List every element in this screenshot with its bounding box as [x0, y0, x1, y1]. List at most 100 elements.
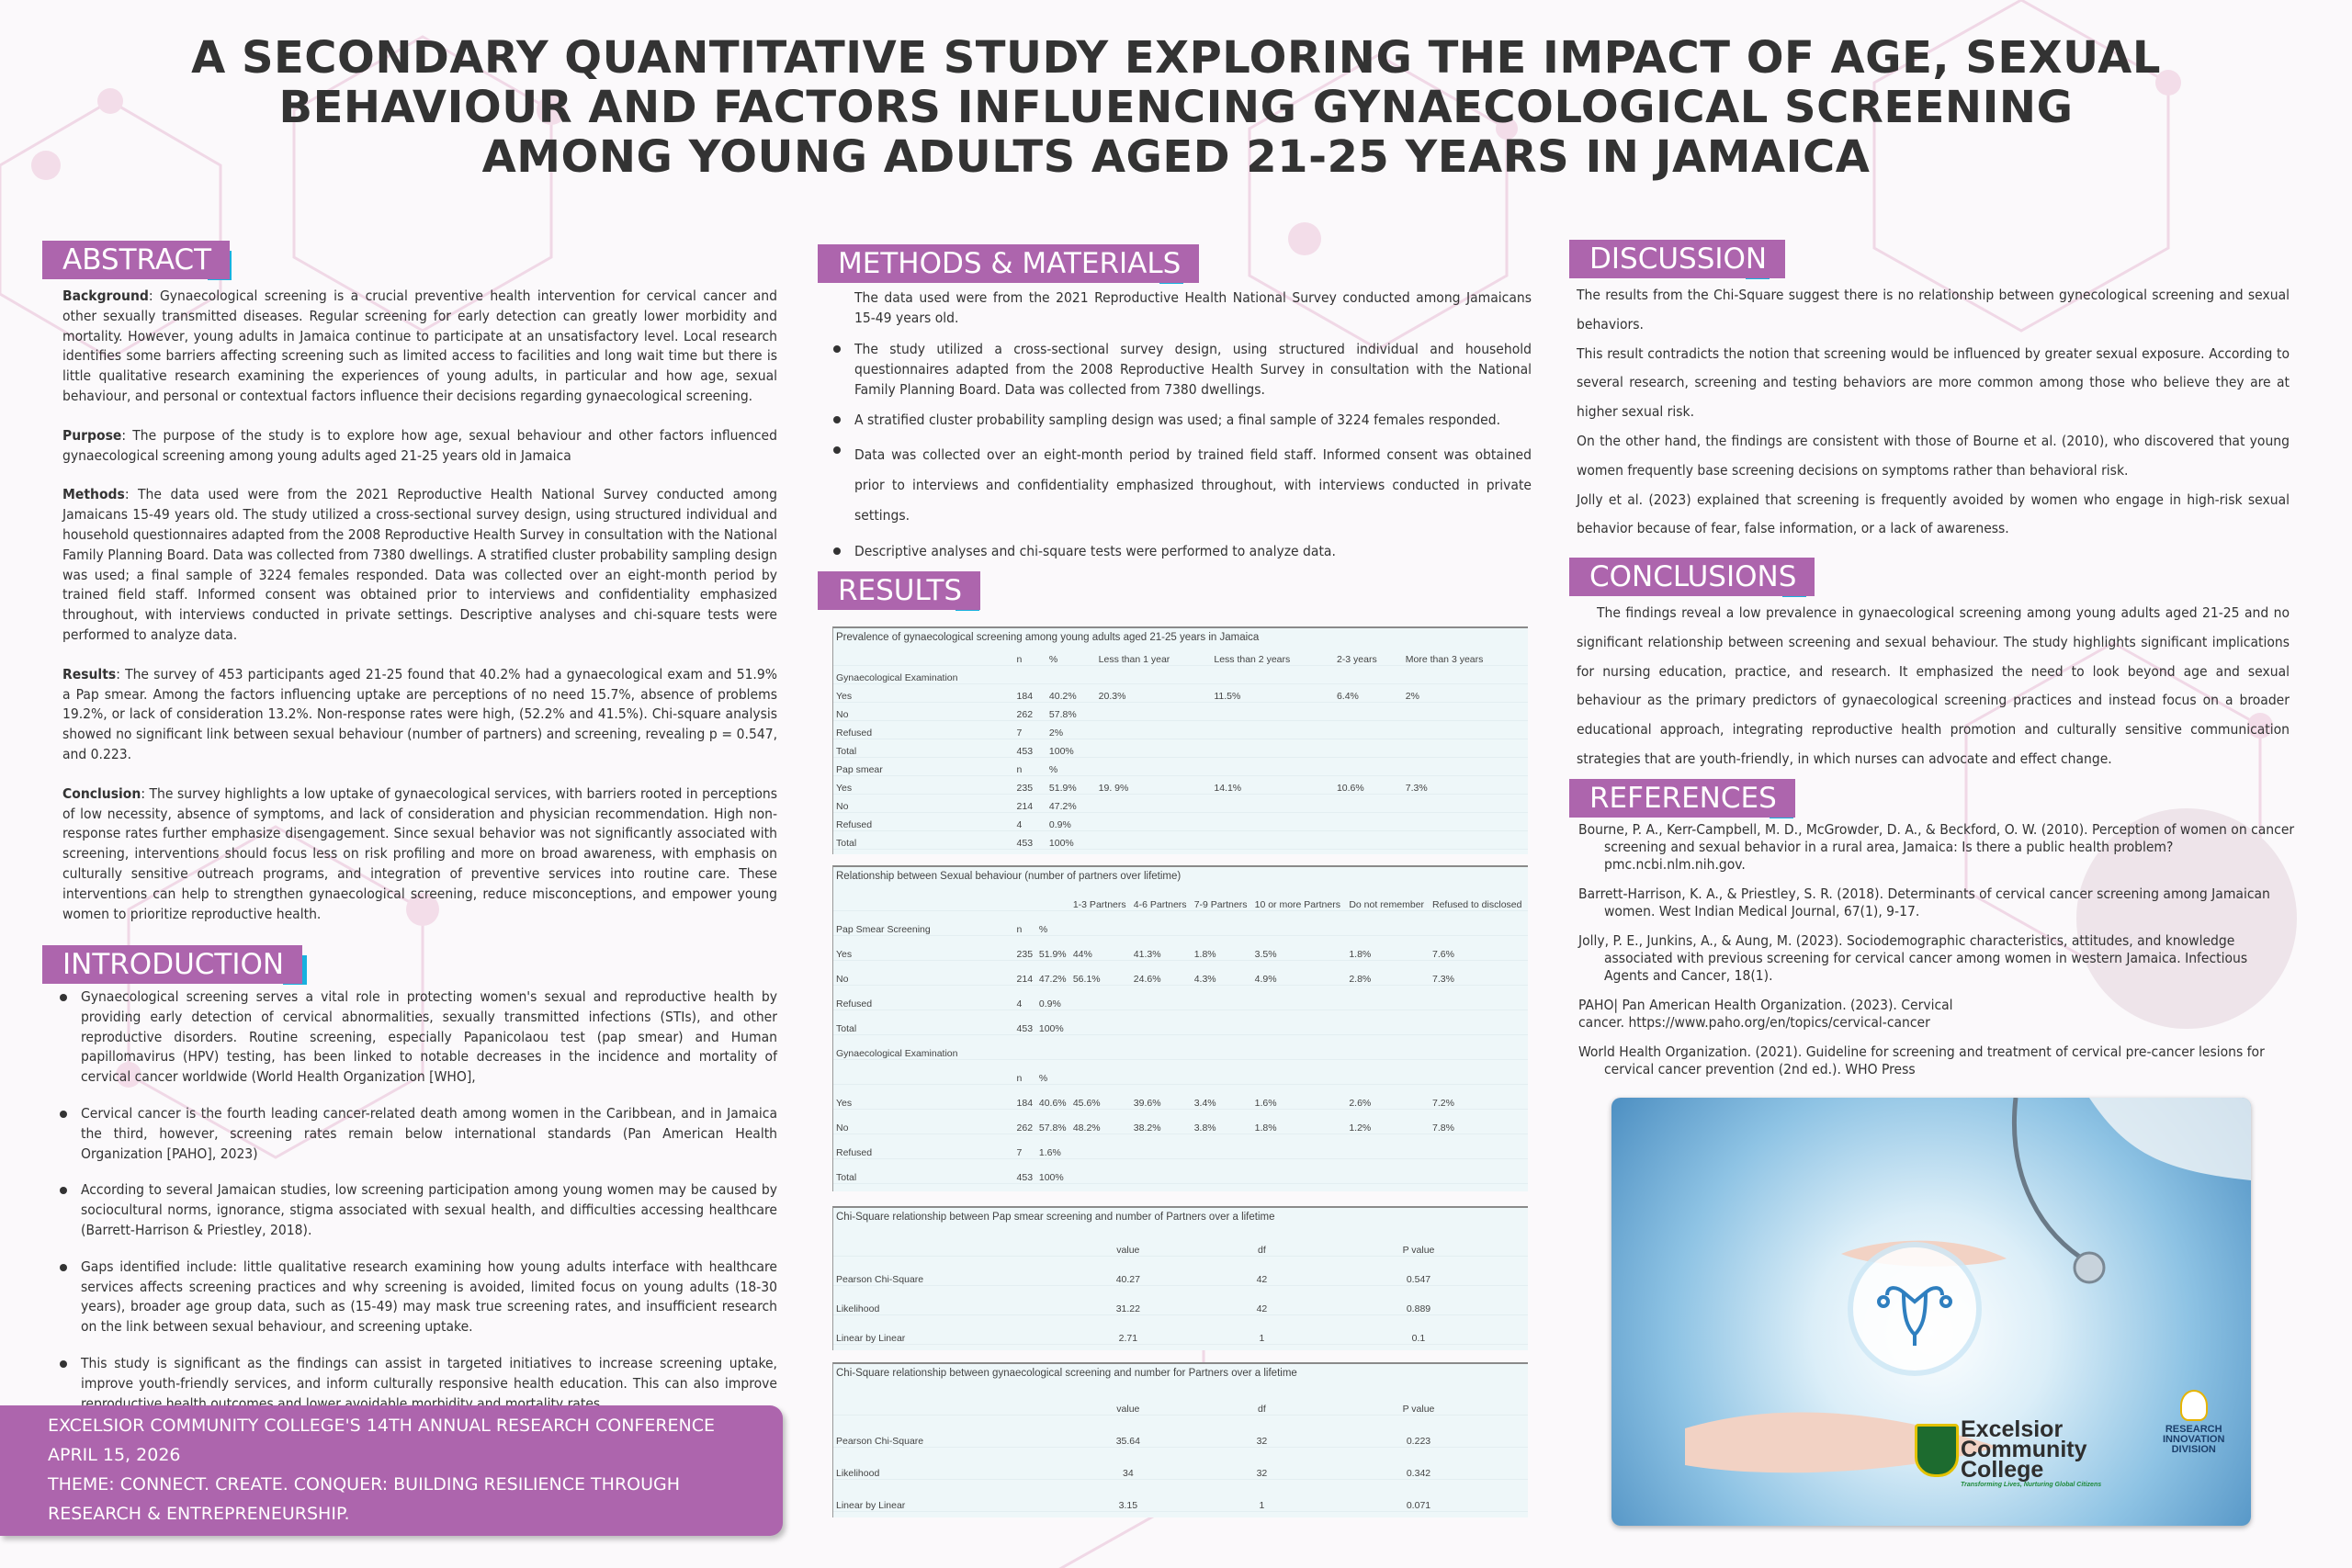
table-cell: 47.2% [1046, 794, 1096, 813]
table-cell: 0.342 [1308, 1447, 1528, 1480]
heading-label: ABSTRACT [42, 241, 231, 279]
poster-illustration: Excelsior Community College Transforming… [1611, 1098, 2251, 1526]
abstract-conclusion: Conclusion: The survey highlights a low … [62, 784, 777, 925]
table-row: Refused 4 0.9% [833, 985, 1528, 1010]
reference-item: PAHO| Pan American Health Organization. … [1578, 997, 1953, 1031]
table-row: Gynaecological Examination [833, 1034, 1528, 1060]
table-cell: 100% [1035, 1010, 1070, 1035]
table-row: Refused 4 0.9% [833, 812, 1528, 831]
paragraph-label: Purpose [62, 426, 122, 444]
table-row: Linear by Linear 3.15 1 0.071 [833, 1479, 1528, 1512]
table-cell [1429, 1158, 1528, 1184]
table-cell [1251, 1010, 1347, 1035]
table-cell: 7.3% [1429, 960, 1528, 986]
table-cell: 184 [1013, 683, 1046, 703]
conference-banner: EXCELSIOR COMMUNITY COLLEGE'S 14TH ANNUA… [0, 1405, 783, 1536]
table-row: Likelihood 31.22 42 0.889 [833, 1285, 1528, 1315]
table-row: Total 453 100% [833, 830, 1528, 850]
table-cell: 19. 9% [1095, 775, 1212, 795]
table-cell [1191, 1034, 1252, 1060]
table-cell [1333, 830, 1403, 850]
table-cell: 0.1 [1308, 1314, 1528, 1345]
column-header: Do not remember [1346, 886, 1430, 911]
table-cell [1191, 1059, 1252, 1085]
table-cell: No [833, 960, 1014, 986]
table-cell [1130, 1010, 1192, 1035]
table-cell: 453 [1013, 1158, 1036, 1184]
table-cell: Pearson Chi-Square [833, 1256, 1042, 1286]
table-cell: Pearson Chi-Square [833, 1415, 1042, 1448]
table-cell: Yes [833, 1084, 1014, 1110]
table-cell [1402, 812, 1528, 831]
column-header: More than 3 years [1402, 647, 1528, 666]
list-item: Gaps identified include: little qualitat… [55, 1258, 777, 1337]
table-cell: 39.6% [1130, 1084, 1192, 1110]
table-cell: 1.8% [1191, 935, 1252, 961]
table-cell: 34 [1041, 1447, 1215, 1480]
table-cell: Likelihood [833, 1447, 1042, 1480]
table-row: No 262 57.8% [833, 702, 1528, 721]
college-crest-logo [1915, 1424, 1959, 1477]
table-cell: 262 [1013, 702, 1046, 721]
table-cell [1211, 739, 1334, 758]
table-cell: Linear by Linear [833, 1479, 1042, 1512]
college-logo-text: College [1961, 1457, 2044, 1483]
table-cell: Gynaecological Examination [833, 665, 1014, 684]
table-cell [1251, 910, 1347, 936]
table-cell [1429, 910, 1528, 936]
table-cell: 2% [1402, 683, 1528, 703]
table-cell: Yes [833, 935, 1014, 961]
table-cell [1346, 1059, 1430, 1085]
table-cell: 45.6% [1069, 1084, 1131, 1110]
table-cell: No [833, 1109, 1014, 1134]
table-row: Pearson Chi-Square 35.64 32 0.223 [833, 1415, 1528, 1448]
table-cell: 51.9% [1046, 775, 1096, 795]
table-cell: 41.3% [1130, 935, 1192, 961]
table-row: Linear by Linear 2.71 1 0.1 [833, 1314, 1528, 1345]
column-header [1035, 886, 1070, 911]
table-row: Total 453 100% [833, 1158, 1528, 1184]
table-cell [1035, 1034, 1070, 1060]
table-cell: 1.8% [1251, 1109, 1347, 1134]
rid-logo-text: INNOVATION [2163, 1434, 2225, 1445]
list-item: According to several Jamaican studies, l… [55, 1180, 777, 1240]
table-cell [1095, 739, 1212, 758]
table-cell [1333, 665, 1403, 684]
table-cell: 235 [1013, 775, 1046, 795]
table-cell: 14.1% [1211, 775, 1334, 795]
list-item: Descriptive analyses and chi-square test… [829, 541, 1532, 561]
column-header: df [1214, 1382, 1309, 1416]
table-cell [1130, 985, 1192, 1010]
table-cell: % [1035, 1059, 1070, 1085]
table-row: No 214 47.2% 56.1% 24.6% 4.3% 4.9% 2.8% 7.3% [833, 960, 1528, 986]
table-row: Yes 235 51.9% 19. 9% 14.1% 10.6% 7.3% [833, 775, 1528, 795]
table-cell [1346, 1158, 1430, 1184]
table-cell: 453 [1013, 830, 1046, 850]
column-header [833, 1226, 1042, 1257]
table-cell [1402, 794, 1528, 813]
table-cell: 1 [1214, 1479, 1309, 1512]
table-cell [1095, 702, 1212, 721]
table-cell: 57.8% [1035, 1109, 1070, 1134]
table-cell: Total [833, 830, 1014, 850]
reference-item: World Health Organization. (2021). Guide… [1578, 1043, 2265, 1077]
table-cell: 4 [1013, 812, 1046, 831]
table-cell: Refused [833, 812, 1014, 831]
table-cell: 1.8% [1346, 935, 1430, 961]
table-cell: 1.6% [1035, 1134, 1070, 1159]
table-cell [1251, 1158, 1347, 1184]
table-cell: 3.15 [1041, 1479, 1215, 1512]
table-cell: Refused [833, 1134, 1014, 1159]
column-header: 10 or more Partners [1251, 886, 1347, 911]
table-cell: 42 [1214, 1256, 1309, 1286]
table-cell: 453 [1013, 739, 1046, 758]
table-cell: 0.547 [1308, 1256, 1528, 1286]
table-cell: 3.8% [1191, 1109, 1252, 1134]
table-header-row: n% Less than 1 year Less than 2 years 2-3 y… [833, 647, 1528, 666]
table-cell [1130, 1034, 1192, 1060]
paragraph-label: Conclusion [62, 784, 141, 802]
paragraph-text: : The survey highlights a low uptake of … [62, 784, 777, 922]
table-cell: 10.6% [1333, 775, 1403, 795]
column-header: value [1041, 1226, 1215, 1257]
